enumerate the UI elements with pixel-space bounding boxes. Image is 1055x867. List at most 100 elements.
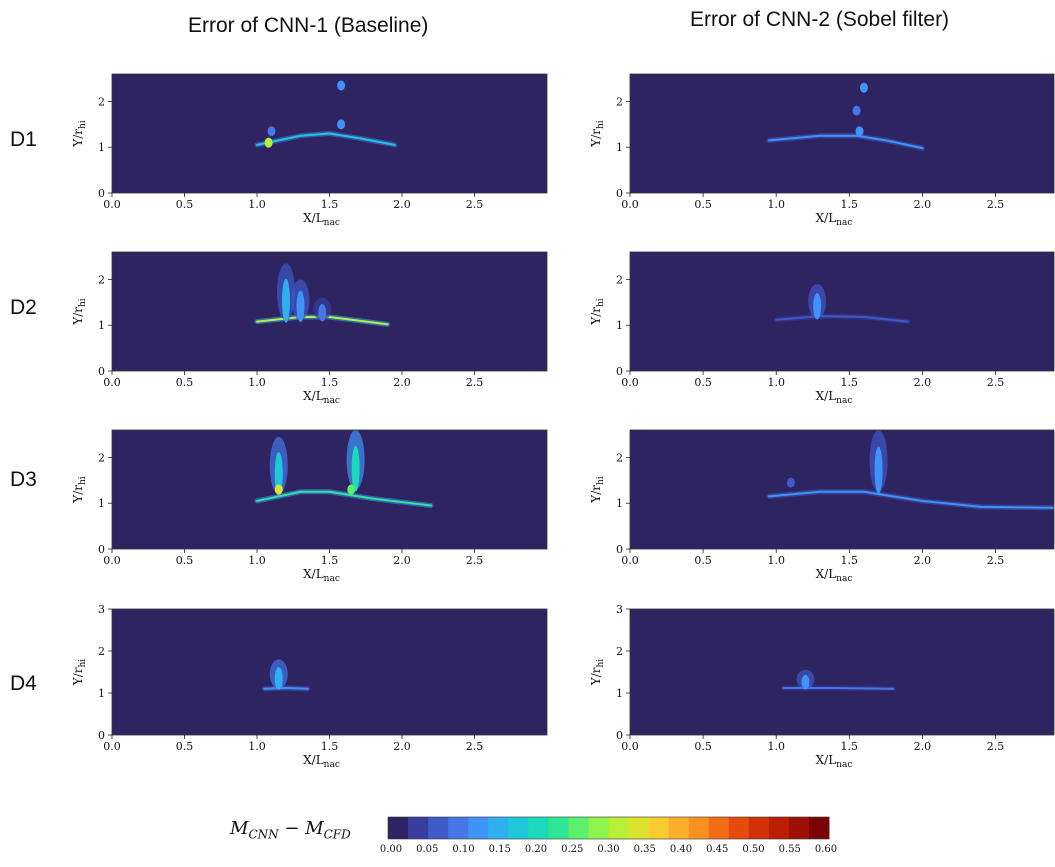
x-tick-label: 0.0 [103,198,121,211]
x-tick-label: 1.5 [321,198,339,211]
colorbar-swatch [748,817,770,839]
error-band-core [775,315,909,323]
colorbar-tick-label: 0.45 [706,844,728,855]
colorbar-swatch [568,817,589,839]
x-tick-label: 1.5 [321,554,339,567]
y-tick-label: 2 [98,645,105,658]
error-plume-core [274,452,283,497]
error-plume-core [318,303,327,322]
y-tick-label: 1 [616,319,623,332]
colorbar-tick-label: 0.15 [489,844,511,855]
y-tick-label: 2 [616,645,623,658]
heatmap-panel: 0.0 0.5 1.0 1.5 2.0 2.5 0 1 2 X/Lnac Y/rhi [589,73,1055,228]
colorbar-frame [387,816,830,840]
x-tick-label: 2.0 [393,198,411,211]
x-tick-label: 2.5 [987,198,1005,211]
x-axis-label: X/Lnac [816,567,853,584]
heatmap-panel: 0.0 0.5 1.0 1.5 2.0 2.5 0 1 2 3 X/Lnac Y/rhi [71,603,548,770]
error-plume-core [874,446,883,494]
x-tick-label: 0.5 [176,740,194,753]
colorbar-label-sub2: CFD [323,827,351,842]
y-tick-label: 0 [98,187,105,200]
y-tick-label: 0 [98,365,105,378]
heatmap-panel: 0.0 0.5 1.0 1.5 2.0 2.5 0 1 2 3 X/Lnac Y/rhi [589,603,1055,770]
x-tick-label: 1.0 [767,554,785,567]
colorbar-tick-label: 0.55 [779,844,801,855]
colorbar-swatch [428,817,449,839]
y-tick-label: 0 [616,729,623,742]
x-tick-label: 1.0 [248,376,266,389]
error-blob [264,137,273,148]
x-tick-label: 1.0 [767,740,785,753]
panel-frame [629,73,1055,194]
x-tick-label: 0.0 [621,198,639,211]
colorbar-swatch [708,817,730,839]
x-tick-label: 1.5 [841,554,859,567]
heatmap-panel: 0.0 0.5 1.0 1.5 2.0 2.5 0 1 2 X/Lnac Y/rhi [71,251,548,406]
y-tick-label: 0 [616,543,623,556]
error-band-core [256,490,432,507]
x-tick-label: 2.0 [393,376,411,389]
colorbar-swatch [528,817,549,839]
error-plume-core [813,293,822,320]
x-tick-label: 1.5 [841,198,859,211]
x-tick-label: 2.5 [466,198,484,211]
colorbar-label-main2: M [305,818,324,839]
x-axis-label: X/Lnac [303,753,340,770]
y-tick-label: 1 [98,319,105,332]
colorbar-swatch [488,817,509,839]
colorbar-swatch [688,817,710,839]
x-tick-label: 2.0 [914,554,932,567]
row-label-d1: D1 [10,128,37,151]
x-tick-label: 0.5 [694,198,712,211]
colorbar-swatch [608,817,630,839]
y-tick-label: 2 [616,95,623,108]
x-tick-label: 1.0 [248,740,266,753]
x-axis-label: X/Lnac [303,389,340,406]
colorbar-label-sub1: CNN [248,827,279,842]
colorbar-tick-label: 0.35 [634,844,656,855]
x-tick-label: 1.0 [767,376,785,389]
y-tick-label: 0 [616,365,623,378]
column-title-cnn2: Error of CNN-2 (Sobel filter) [690,8,950,31]
y-tick-label: 3 [616,603,623,616]
colorbar-tick-label: 0.60 [815,844,837,855]
x-tick-label: 1.5 [321,740,339,753]
y-tick-label: 2 [98,451,105,464]
y-axis-label: Y/rhi [589,476,606,503]
x-tick-label: 2.5 [987,554,1005,567]
colorbar-tick-label: 0.20 [525,844,547,855]
x-tick-label: 0.0 [621,554,639,567]
x-tick-label: 1.0 [248,554,266,567]
colorbar-swatch [588,817,609,839]
x-tick-label: 0.5 [694,554,712,567]
error-blob [786,477,795,488]
error-blob [337,119,346,130]
column-title-cnn1: Error of CNN-1 (Baseline) [188,14,429,37]
x-axis-label: X/Lnac [816,211,853,228]
y-tick-label: 0 [616,187,623,200]
plot-area [630,252,1054,371]
y-axis-label: Y/rhi [71,476,88,503]
colorbar-swatch [508,817,529,839]
colorbar-swatch [648,817,670,839]
x-tick-label: 2.5 [987,740,1005,753]
colorbar-tick-label: 0.30 [597,844,619,855]
x-tick-label: 0.0 [103,740,121,753]
x-tick-label: 2.0 [914,198,932,211]
x-tick-label: 2.0 [914,376,932,389]
colorbar-swatch [768,817,790,839]
error-plume-core [801,674,810,690]
error-band-core [767,490,1054,509]
x-tick-label: 0.5 [176,376,194,389]
error-blob [267,126,276,137]
x-tick-label: 1.0 [248,198,266,211]
y-axis-label: Y/rhi [589,659,606,686]
panel-frame [629,429,1055,550]
x-tick-label: 0.0 [103,554,121,567]
plot-area [630,609,1054,735]
error-blob [852,105,861,116]
heatmap-panel: 0.0 0.5 1.0 1.5 2.0 2.5 0 1 2 X/Lnac Y/rhi [589,429,1055,584]
error-plume-core [282,278,290,323]
heatmap-panel: 0.0 0.5 1.0 1.5 2.0 2.5 0 1 2 X/Lnac Y/rhi [71,73,548,228]
